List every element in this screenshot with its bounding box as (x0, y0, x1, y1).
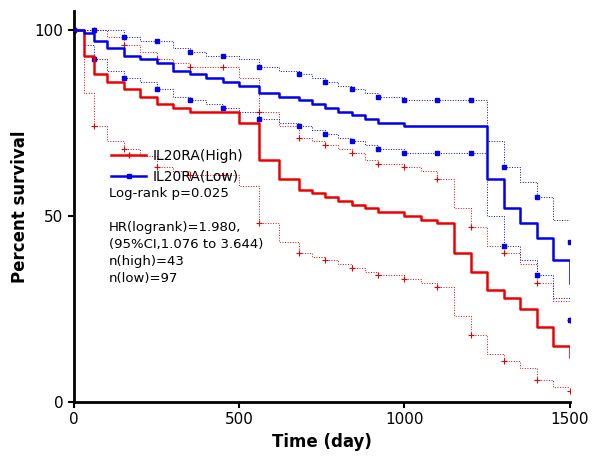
Y-axis label: Percent survival: Percent survival (11, 130, 29, 283)
Text: Log-rank p=0.025

HR(logrank)=1.980,
(95%CI,1.076 to 3.644)
n(high)=43
n(low)=97: Log-rank p=0.025 HR(logrank)=1.980, (95%… (109, 187, 263, 285)
X-axis label: Time (day): Time (day) (272, 433, 372, 451)
Legend: IL20RA(High), IL20RA(Low): IL20RA(High), IL20RA(Low) (106, 143, 249, 189)
